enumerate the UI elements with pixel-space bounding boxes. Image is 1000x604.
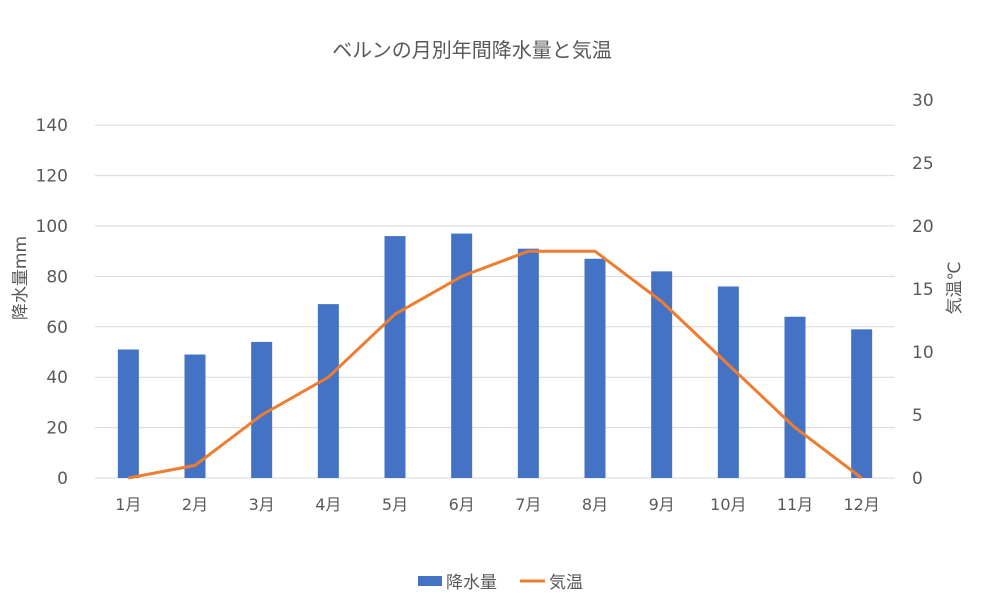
y-axis-label: 降水量mm [11, 236, 31, 320]
chart-title: ベルンの月別年間降水量と気温 [332, 38, 612, 62]
x-tick-label: 11月 [777, 495, 813, 514]
x-axis-ticks: 1月 2月 3月 4月 5月 6月 7月 8月 9月 10月 11月 12月 [115, 495, 880, 514]
y-tick-label: 60 [46, 318, 68, 338]
y2-tick-label: 10 [912, 343, 934, 363]
y-tick-label: 140 [36, 116, 68, 136]
y2-tick-label: 25 [912, 154, 934, 174]
y2-tick-label: 0 [912, 469, 923, 489]
bar [851, 329, 873, 478]
left-axis-ticks: 0 20 40 60 80 100 120 140 [36, 116, 68, 489]
y2-axis-label: 気温℃ [945, 261, 965, 314]
y2-tick-label: 20 [912, 217, 934, 237]
right-axis-ticks: 0 5 10 15 20 25 30 [912, 91, 934, 489]
x-tick-label: 6月 [449, 495, 475, 514]
bar [784, 316, 806, 478]
bar [117, 349, 139, 478]
bar [517, 248, 539, 478]
y-tick-label: 0 [57, 469, 68, 489]
bar [317, 304, 339, 478]
x-tick-label: 5月 [382, 495, 408, 514]
y-tick-label: 40 [46, 368, 68, 388]
legend-label-bar: 降水量 [446, 573, 497, 593]
y-tick-label: 120 [36, 167, 68, 187]
y2-tick-label: 5 [912, 406, 923, 426]
bar [451, 233, 473, 478]
y2-tick-label: 15 [912, 280, 934, 300]
bar [584, 258, 606, 478]
x-tick-label: 8月 [582, 495, 608, 514]
x-tick-label: 2月 [182, 495, 208, 514]
x-tick-label: 9月 [649, 495, 675, 514]
y-tick-label: 20 [46, 419, 68, 439]
bar [251, 341, 273, 478]
y-tick-label: 80 [46, 267, 68, 287]
legend-swatch-bar [418, 576, 442, 586]
x-tick-label: 7月 [515, 495, 541, 514]
x-tick-label: 3月 [249, 495, 275, 514]
bar-series [117, 233, 873, 478]
x-tick-label: 4月 [315, 495, 341, 514]
x-tick-label: 1月 [115, 495, 141, 514]
legend-label-line: 気温 [549, 573, 583, 593]
bar [717, 286, 739, 478]
gridlines [95, 124, 895, 479]
temperature-line [128, 249, 863, 480]
legend: 降水量 気温 [418, 573, 583, 593]
y-tick-label: 100 [36, 217, 68, 237]
bar [184, 354, 206, 478]
x-tick-label: 12月 [843, 495, 879, 514]
bar [651, 271, 673, 478]
y2-tick-label: 30 [912, 91, 934, 111]
line-series [128, 249, 863, 480]
x-tick-label: 10月 [710, 495, 746, 514]
bar [384, 236, 406, 478]
